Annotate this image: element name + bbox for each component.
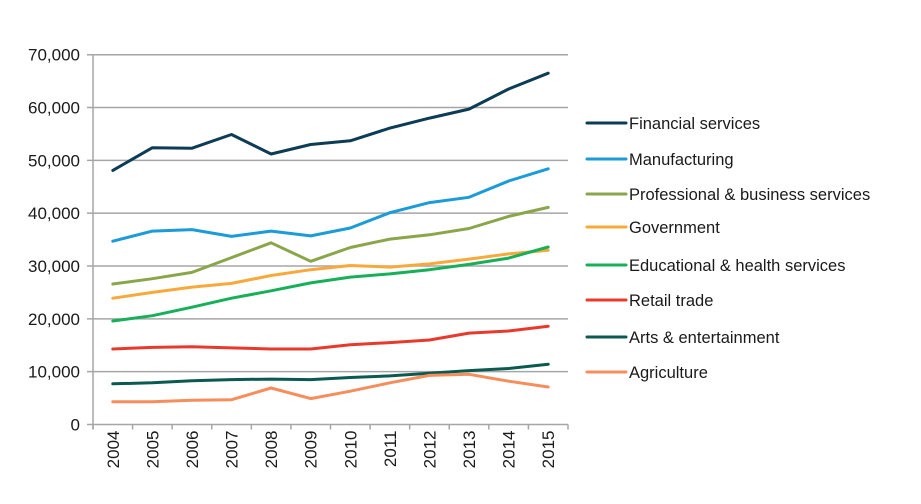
legend-item: Financial services (585, 115, 760, 133)
y-axis-tick-labels: 0 10,000 20,000 30,000 40,000 50,000 60,000 70,… (28, 46, 80, 435)
legend-label: Professional & business services (629, 186, 870, 204)
legend-item: Retail trade (585, 292, 713, 310)
gridlines (87, 53, 568, 373)
legend-label: Educational & health services (629, 257, 845, 275)
legend-label: Government (629, 219, 720, 237)
legend-item: Arts & entertainment (585, 329, 780, 347)
x-tick-label: 2014 (500, 431, 519, 469)
x-tick-label: 2005 (143, 431, 162, 469)
series-line-manufacturing (111, 167, 550, 243)
x-tick-label: 2015 (539, 431, 558, 469)
x-tick-label: 2006 (183, 431, 202, 469)
legend-label: Financial services (629, 115, 760, 133)
x-tick-label: 2012 (420, 431, 439, 469)
legend-label: Retail trade (629, 292, 713, 310)
legend: Financial services Manufacturing Professio… (585, 115, 870, 382)
series-line-financial-services (111, 71, 550, 172)
legend-label: Arts & entertainment (629, 329, 780, 347)
y-tick-label: 10,000 (28, 363, 80, 382)
series-line-government (111, 248, 550, 300)
y-tick-label: 70,000 (28, 46, 80, 65)
series-line-agriculture (111, 372, 550, 404)
x-tick-label: 2008 (262, 431, 281, 469)
y-tick-label: 50,000 (28, 151, 80, 170)
series-line-arts-entertainment (111, 362, 550, 386)
x-tick-label: 2013 (460, 431, 479, 469)
series-lines (111, 71, 550, 404)
legend-item: Manufacturing (585, 151, 734, 169)
series-line-educational-health-services (111, 245, 550, 323)
y-tick-label: 60,000 (28, 99, 80, 118)
y-tick-label: 20,000 (28, 310, 80, 329)
legend-item: Educational & health services (585, 257, 845, 275)
legend-label: Agriculture (629, 364, 708, 382)
legend-item: Agriculture (585, 364, 708, 382)
x-tick-label: 2010 (341, 431, 360, 469)
legend-item: Government (585, 219, 720, 237)
series-line-professional-business-services (111, 205, 550, 286)
y-tick-label: 0 (71, 416, 80, 435)
y-tick-label: 40,000 (28, 204, 80, 223)
x-tick-label: 2007 (223, 431, 242, 469)
x-axis-tick-labels: 2004 2005 2006 2007 2008 2009 2010 2011 2012 2013… (104, 431, 558, 469)
axes (87, 54, 569, 430)
series-line-retail-trade (111, 324, 550, 351)
x-tick-label: 2009 (302, 431, 321, 469)
legend-label: Manufacturing (629, 151, 734, 169)
legend-item: Professional & business services (585, 186, 870, 204)
x-tick-label: 2011 (381, 431, 400, 468)
y-tick-label: 30,000 (28, 257, 80, 276)
x-tick-label: 2004 (104, 431, 123, 469)
